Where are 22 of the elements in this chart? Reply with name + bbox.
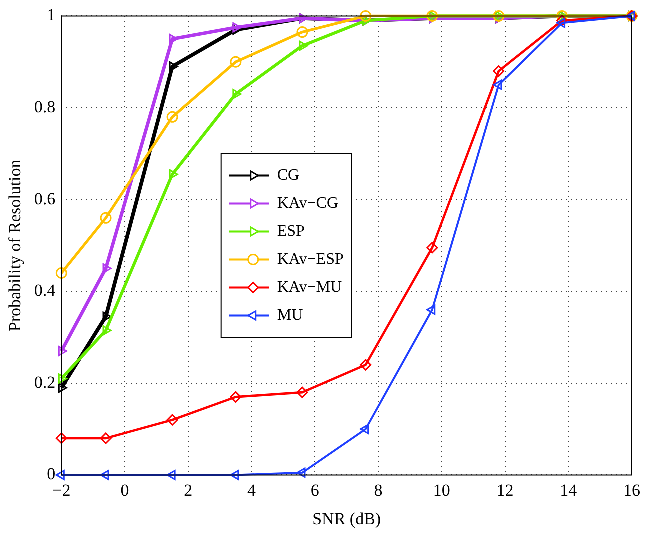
y-axis-title: Probability of Resolution [6,159,25,332]
legend-label: ESP [277,222,306,240]
x-tick-label: 2 [184,480,193,500]
legend-label: CG [277,166,300,184]
legend-label: KAv−ESP [277,250,344,268]
y-tick-label: 0.6 [34,189,56,208]
x-tick-label: 8 [374,480,383,500]
x-tick-label: 10 [433,480,450,500]
y-tick-label: 0.8 [34,97,56,116]
x-tick-label: 6 [310,480,320,500]
x-tick-label: 16 [624,480,640,500]
y-tick-label: 1 [47,6,56,25]
x-tick-label: 14 [560,480,578,500]
legend-label: MU [277,306,304,324]
legend-label: KAv−CG [277,194,339,212]
x-axis-title: SNR (dB) [312,509,382,528]
x-tick-label: 0 [120,480,130,500]
y-tick-label: 0.4 [34,281,56,300]
x-tick-label: 4 [248,480,257,500]
legend-label: KAv−MU [277,278,343,296]
y-tick-label: 0.2 [34,372,56,392]
x-tick-label: 12 [496,480,514,500]
